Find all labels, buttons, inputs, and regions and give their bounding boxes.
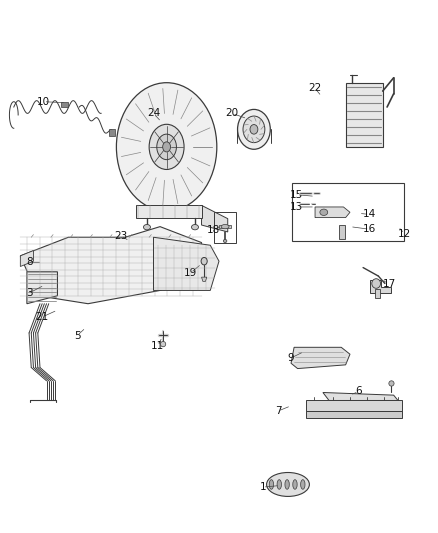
Text: 8: 8 [26,257,32,267]
Ellipse shape [250,125,258,134]
Ellipse shape [300,480,305,489]
Text: 12: 12 [398,229,411,239]
Text: 17: 17 [383,279,396,288]
Polygon shape [323,392,398,400]
Text: 21: 21 [35,312,49,322]
Text: 18: 18 [207,225,220,236]
Text: 11: 11 [151,341,165,351]
Ellipse shape [160,342,166,347]
Polygon shape [219,225,231,228]
Text: 22: 22 [308,83,321,93]
Polygon shape [306,411,403,418]
Text: 15: 15 [290,190,304,200]
Ellipse shape [201,257,207,265]
Text: 16: 16 [363,224,376,235]
Ellipse shape [389,381,394,386]
Text: 19: 19 [184,268,197,278]
Ellipse shape [293,480,297,489]
Ellipse shape [267,472,309,496]
Ellipse shape [221,224,229,229]
Ellipse shape [277,480,282,489]
Text: 6: 6 [355,386,362,397]
Ellipse shape [237,109,270,149]
Ellipse shape [320,209,328,215]
Ellipse shape [157,134,177,160]
Text: 24: 24 [147,108,160,118]
Ellipse shape [223,239,227,243]
Polygon shape [346,83,383,147]
Text: 20: 20 [226,108,239,118]
Ellipse shape [149,124,184,169]
Polygon shape [201,205,228,232]
Ellipse shape [191,224,198,230]
Polygon shape [375,289,380,298]
Polygon shape [136,205,201,217]
Text: 7: 7 [275,406,281,416]
Text: 10: 10 [37,96,50,107]
Text: 9: 9 [288,353,294,363]
Polygon shape [61,102,68,107]
Polygon shape [339,225,345,239]
Ellipse shape [162,142,170,152]
Ellipse shape [243,116,265,143]
Polygon shape [306,400,403,411]
Text: 1: 1 [259,482,266,492]
Polygon shape [291,348,350,368]
Text: 3: 3 [26,288,32,298]
Polygon shape [20,227,201,304]
Polygon shape [201,277,207,281]
Text: 14: 14 [363,209,376,220]
Polygon shape [109,130,115,136]
Polygon shape [153,237,219,290]
Ellipse shape [372,279,381,288]
Text: 13: 13 [290,202,304,212]
Ellipse shape [144,224,150,230]
Ellipse shape [269,480,274,489]
Polygon shape [315,207,350,217]
Polygon shape [370,280,392,293]
Polygon shape [20,251,33,266]
Text: 23: 23 [114,231,127,241]
Polygon shape [27,272,57,304]
Text: 5: 5 [74,330,81,341]
Ellipse shape [285,480,289,489]
Ellipse shape [117,83,217,211]
